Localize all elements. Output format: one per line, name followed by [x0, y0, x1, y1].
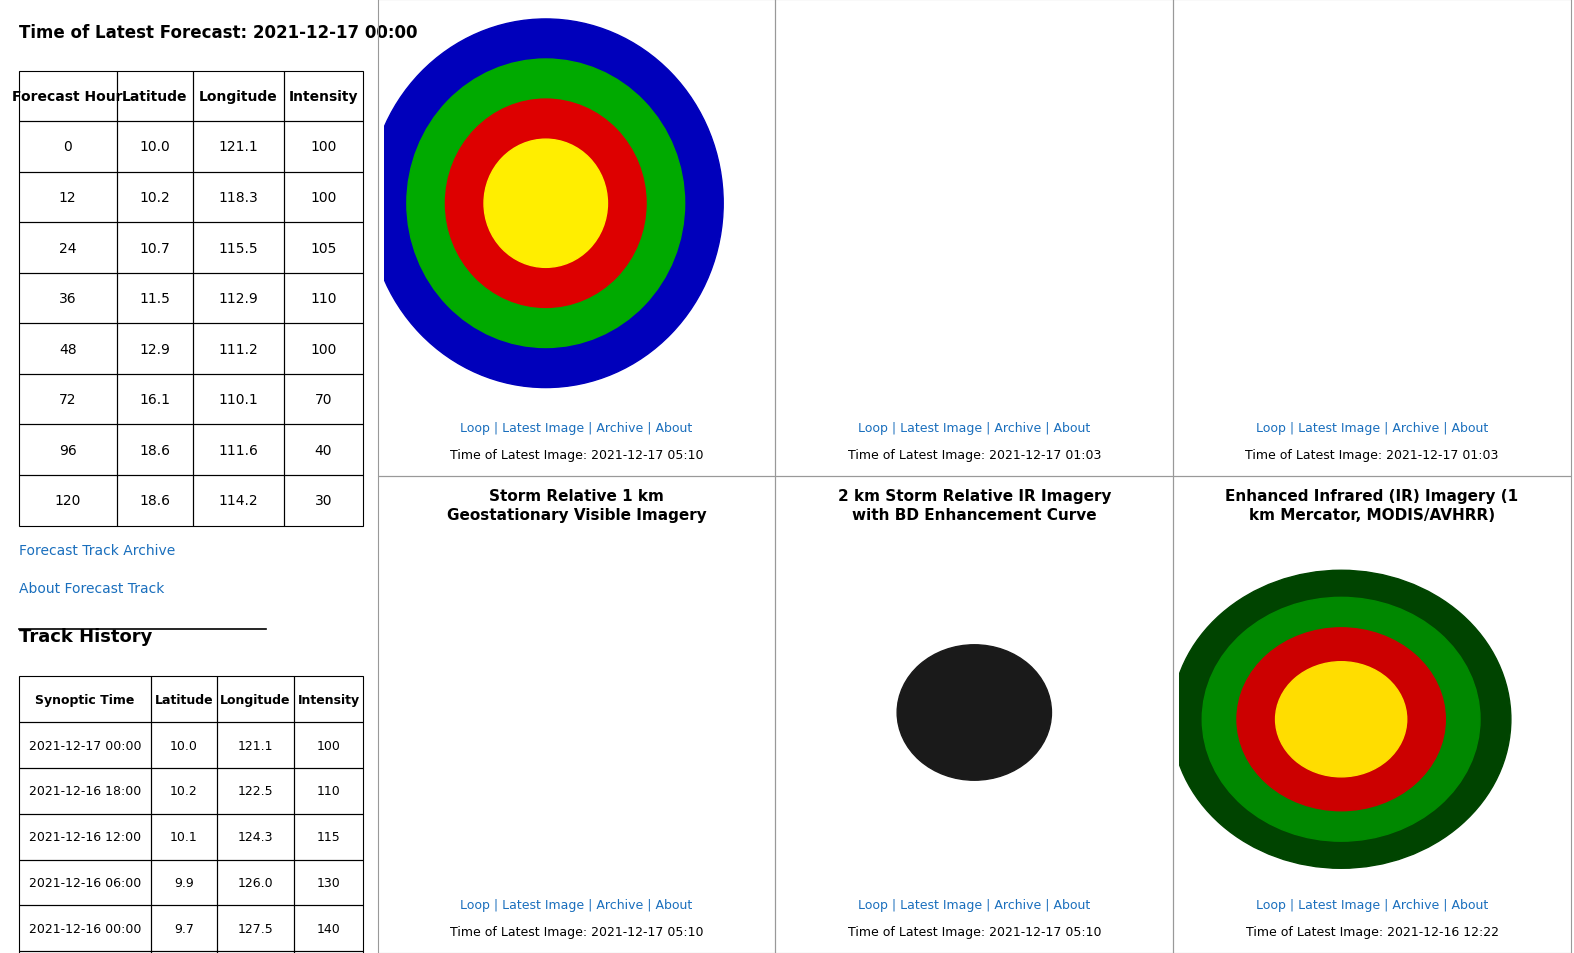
Text: Time of Latest Forecast: 2021-12-17 00:00: Time of Latest Forecast: 2021-12-17 00:0… — [19, 24, 417, 42]
Text: 111.6: 111.6 — [219, 443, 258, 457]
Text: 114.2: 114.2 — [219, 494, 258, 508]
Text: Time of Latest Image: 2021-12-17 01:03: Time of Latest Image: 2021-12-17 01:03 — [1245, 449, 1498, 462]
Text: Forecast Hour: Forecast Hour — [13, 90, 123, 104]
Text: 0: 0 — [63, 140, 72, 154]
Text: 105: 105 — [310, 241, 337, 255]
Text: Longitude: Longitude — [220, 693, 291, 706]
Text: Loop | Latest Image | Archive | About: Loop | Latest Image | Archive | About — [1256, 898, 1487, 911]
Text: 110.1: 110.1 — [219, 393, 258, 407]
Text: 30: 30 — [315, 494, 332, 508]
Text: Track History: Track History — [19, 627, 153, 645]
Text: 112.9: 112.9 — [219, 292, 258, 306]
Text: Loop | Latest Image | Archive | About: Loop | Latest Image | Archive | About — [858, 422, 1091, 435]
Text: 12.9: 12.9 — [139, 342, 170, 356]
Text: Loop | Latest Image | Archive | About: Loop | Latest Image | Archive | About — [461, 422, 693, 435]
Text: 2021-12-16 12:00: 2021-12-16 12:00 — [28, 830, 142, 843]
Text: 121.1: 121.1 — [238, 739, 274, 752]
Text: Intensity: Intensity — [288, 90, 359, 104]
Text: Forecast Track Archive: Forecast Track Archive — [19, 543, 175, 558]
Text: 96: 96 — [58, 443, 77, 457]
Text: 126.0: 126.0 — [238, 876, 274, 889]
Text: 2 km Storm Relative IR Imagery
with BD Enhancement Curve: 2 km Storm Relative IR Imagery with BD E… — [837, 489, 1111, 522]
Text: 11.5: 11.5 — [139, 292, 170, 306]
Text: 124.3: 124.3 — [238, 830, 274, 843]
Text: 72: 72 — [58, 393, 77, 407]
Text: 130: 130 — [316, 876, 340, 889]
Text: 2021-12-16 18:00: 2021-12-16 18:00 — [28, 784, 142, 798]
Text: 36: 36 — [58, 292, 77, 306]
Text: Loop | Latest Image | Archive | About: Loop | Latest Image | Archive | About — [858, 898, 1091, 911]
Text: 18.6: 18.6 — [139, 443, 170, 457]
Text: 9.7: 9.7 — [175, 922, 194, 935]
Text: 10.0: 10.0 — [170, 739, 198, 752]
Text: 10.0: 10.0 — [140, 140, 170, 154]
Text: 100: 100 — [310, 342, 337, 356]
Text: 10.7: 10.7 — [140, 241, 170, 255]
Text: 12: 12 — [58, 191, 77, 205]
Text: 10.1: 10.1 — [170, 830, 198, 843]
Text: 100: 100 — [310, 140, 337, 154]
Text: Time of Latest Image: 2021-12-16 12:22: Time of Latest Image: 2021-12-16 12:22 — [1245, 925, 1498, 939]
Text: Synoptic Time: Synoptic Time — [35, 693, 135, 706]
Text: Time of Latest Image: 2021-12-17 05:10: Time of Latest Image: 2021-12-17 05:10 — [450, 925, 704, 939]
Text: 120: 120 — [55, 494, 80, 508]
Text: Loop | Latest Image | Archive | About: Loop | Latest Image | Archive | About — [1256, 422, 1487, 435]
Text: 100: 100 — [316, 739, 340, 752]
Text: 10.2: 10.2 — [140, 191, 170, 205]
Text: 122.5: 122.5 — [238, 784, 274, 798]
Text: 70: 70 — [315, 393, 332, 407]
Text: 110: 110 — [310, 292, 337, 306]
Text: 24: 24 — [58, 241, 77, 255]
Text: About Forecast Track: About Forecast Track — [19, 581, 164, 596]
Text: 118.3: 118.3 — [219, 191, 258, 205]
Text: Time of Latest Image: 2021-12-17 05:10: Time of Latest Image: 2021-12-17 05:10 — [450, 449, 704, 462]
Text: 2021-12-17 00:00: 2021-12-17 00:00 — [28, 739, 142, 752]
Text: Latitude: Latitude — [154, 693, 214, 706]
Text: 111.2: 111.2 — [219, 342, 258, 356]
Text: Loop | Latest Image | Archive | About: Loop | Latest Image | Archive | About — [461, 898, 693, 911]
Text: Longitude: Longitude — [198, 90, 277, 104]
Text: 140: 140 — [316, 922, 340, 935]
Text: 100: 100 — [310, 191, 337, 205]
Text: 2021-12-16 06:00: 2021-12-16 06:00 — [28, 876, 142, 889]
Text: 48: 48 — [58, 342, 77, 356]
Text: 18.6: 18.6 — [139, 494, 170, 508]
Text: 115: 115 — [316, 830, 340, 843]
Text: Enhanced Infrared (IR) Imagery (1
km Mercator, MODIS/AVHRR): Enhanced Infrared (IR) Imagery (1 km Mer… — [1226, 489, 1519, 522]
Text: 2021-12-16 00:00: 2021-12-16 00:00 — [28, 922, 142, 935]
Text: Time of Latest Image: 2021-12-17 05:10: Time of Latest Image: 2021-12-17 05:10 — [847, 925, 1102, 939]
Text: 121.1: 121.1 — [219, 140, 258, 154]
Text: Latitude: Latitude — [121, 90, 187, 104]
Text: 10.2: 10.2 — [170, 784, 198, 798]
Text: 40: 40 — [315, 443, 332, 457]
Text: 127.5: 127.5 — [238, 922, 274, 935]
Text: 115.5: 115.5 — [219, 241, 258, 255]
Text: Storm Relative 1 km
Geostationary Visible Imagery: Storm Relative 1 km Geostationary Visibl… — [447, 489, 707, 522]
Text: Time of Latest Image: 2021-12-17 01:03: Time of Latest Image: 2021-12-17 01:03 — [848, 449, 1100, 462]
Text: 9.9: 9.9 — [175, 876, 194, 889]
Text: 16.1: 16.1 — [139, 393, 170, 407]
Text: Intensity: Intensity — [297, 693, 360, 706]
Text: 110: 110 — [316, 784, 340, 798]
